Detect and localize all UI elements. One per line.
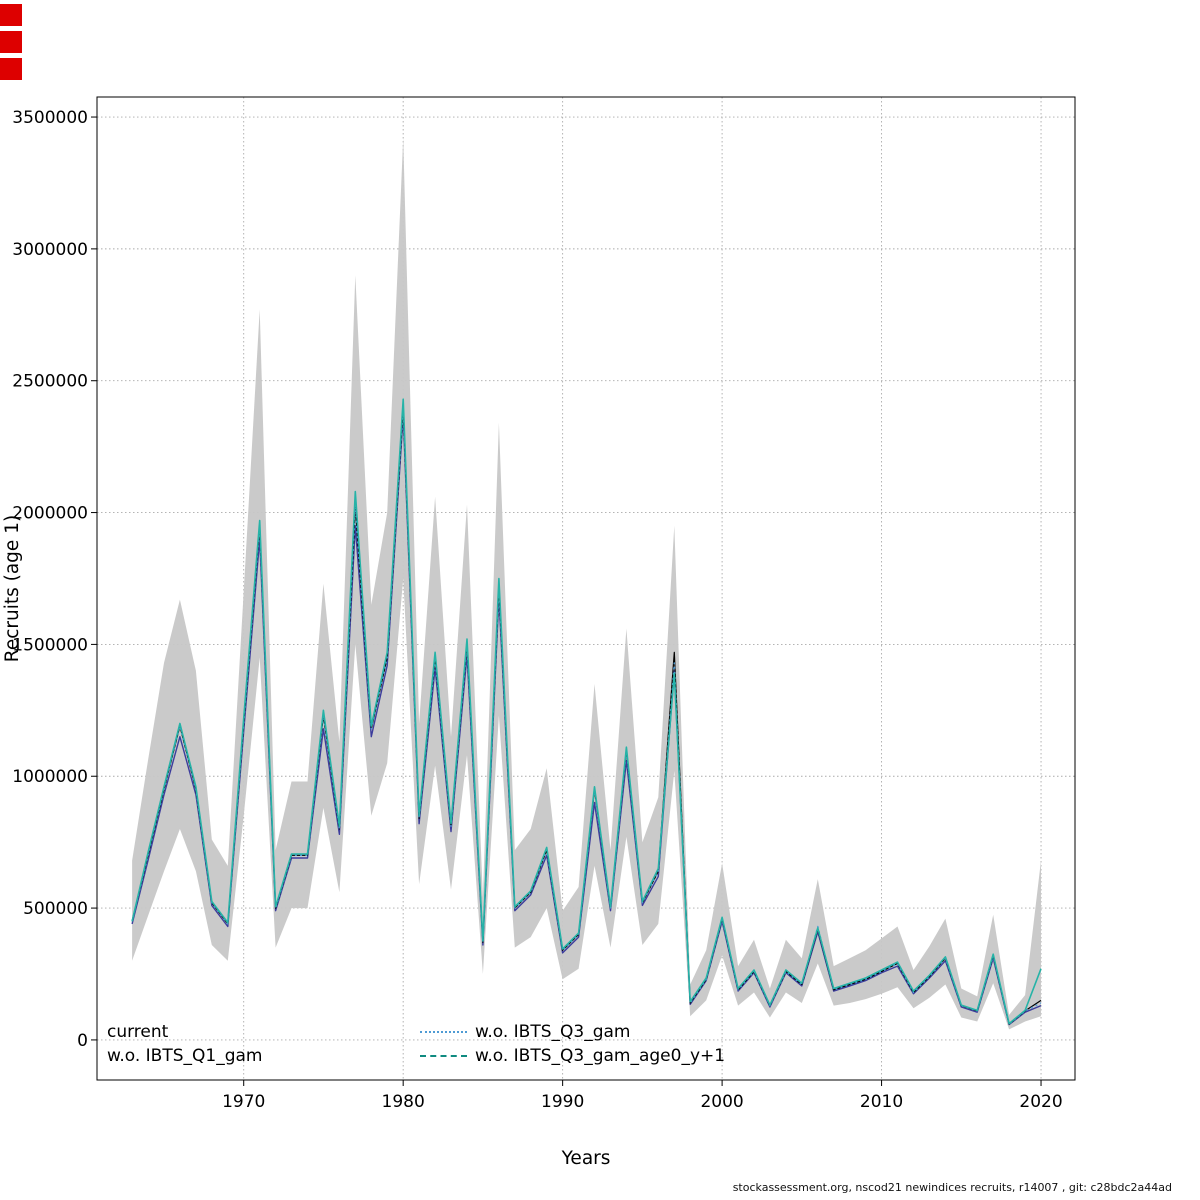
y-tick-label: 2000000	[12, 504, 88, 524]
legend-line-sample-dashed	[420, 1055, 467, 1057]
y-tick-label: 2500000	[12, 372, 88, 392]
y-tick-label: 1500000	[12, 635, 88, 655]
series-line	[131, 398, 1042, 1025]
y-tick-label: 500000	[23, 899, 88, 919]
red-marker-1	[0, 4, 22, 26]
red-marker-3	[0, 58, 22, 80]
series-line	[131, 414, 1042, 1026]
legend-item-wo-ibts-q3-gam: w.o. IBTS_Q3_gam	[420, 1021, 630, 1043]
axis-ticks	[91, 116, 1042, 1086]
legend-line-sample-dotted	[420, 1031, 467, 1033]
y-tick-label: 3500000	[12, 108, 88, 128]
legend-item-wo-ibts-q3-gam-age0: w.o. IBTS_Q3_gam_age0_y+1	[420, 1045, 725, 1067]
legend-label-current: current	[107, 1022, 169, 1042]
x-tick-label: 1970	[222, 1092, 265, 1112]
y-axis-label: Recruits (age 1)	[2, 515, 23, 662]
legend-label-wo-ibts-q3-gam-age0: w.o. IBTS_Q3_gam_age0_y+1	[475, 1046, 726, 1066]
x-axis-label: Years	[561, 1148, 611, 1169]
x-tick-label: 2020	[1019, 1092, 1062, 1112]
legend-item-current: current	[107, 1021, 168, 1043]
legend-label-wo-ibts-q3-gam: w.o. IBTS_Q3_gam	[475, 1022, 631, 1042]
red-marker-2	[0, 31, 22, 53]
x-tick-label: 2010	[860, 1092, 903, 1112]
y-tick-label: 3000000	[12, 240, 88, 260]
tick-labels: 1970 1980 1990 2000 2010 2020 0 500000 1000000 15…	[12, 108, 1062, 1112]
legend-label-wo-ibts-q1-gam: w.o. IBTS_Q1_gam	[107, 1046, 263, 1066]
x-tick-label: 2000	[700, 1092, 743, 1112]
x-tick-label: 1980	[382, 1092, 425, 1112]
confidence-band	[132, 138, 1042, 1030]
footer-attribution: stockassessment.org, nscod21 newindices …	[732, 1181, 1172, 1194]
gridlines	[97, 97, 1075, 1080]
x-tick-label: 1990	[541, 1092, 584, 1112]
y-tick-label: 1000000	[12, 767, 88, 787]
y-tick-label: 0	[77, 1031, 88, 1051]
plot-area	[131, 138, 1042, 1030]
legend-item-wo-ibts-q1-gam: w.o. IBTS_Q1_gam	[107, 1045, 262, 1067]
axis-frame	[96, 96, 1076, 1081]
